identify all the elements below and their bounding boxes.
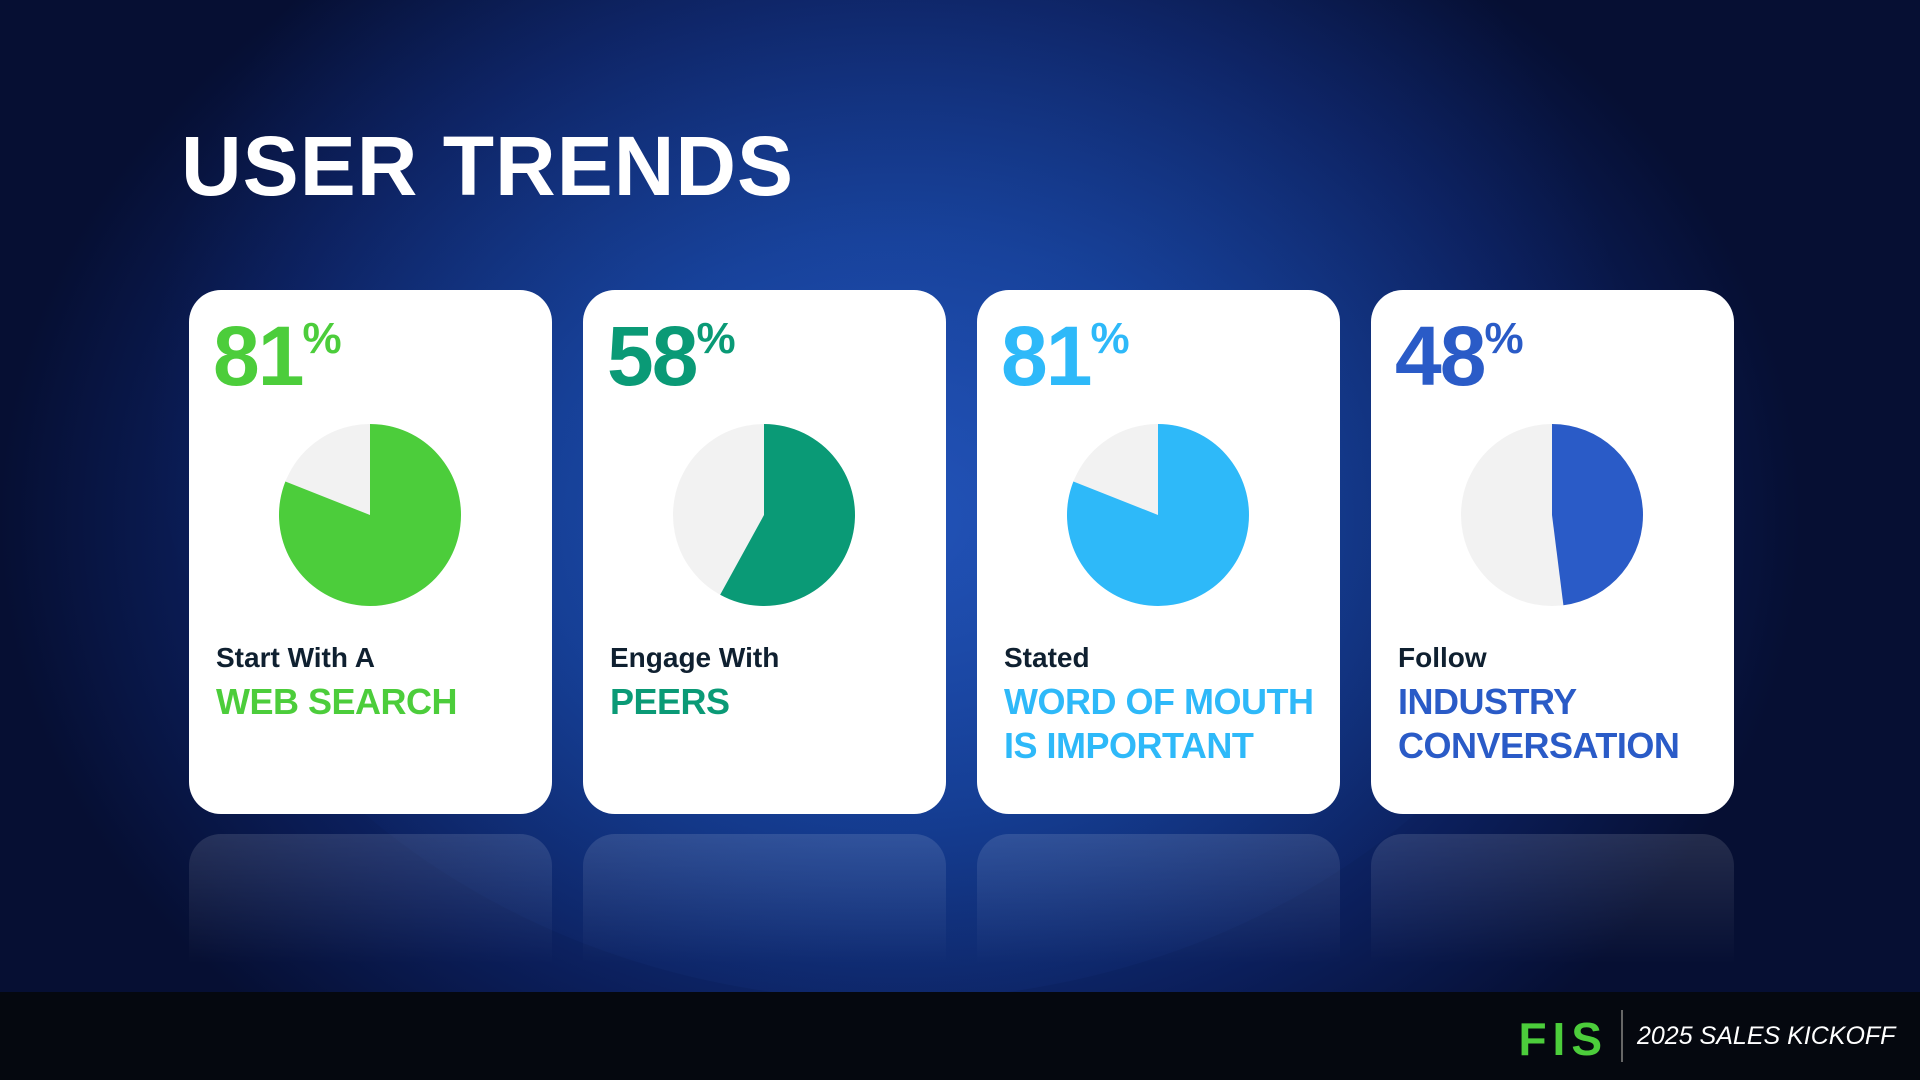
event-name: 2025 SALES KICKOFF <box>1637 1022 1896 1050</box>
slide-title: USER TRENDS <box>181 119 795 213</box>
pie-chart <box>673 424 855 606</box>
pie-slice <box>279 424 461 606</box>
reflection <box>977 834 1340 964</box>
card: 81% Stated WORD OF MOUTH IS IMPORTANT <box>977 290 1340 814</box>
subtitle: Engage With <box>610 642 780 673</box>
separator <box>1621 1010 1623 1062</box>
pie-slice <box>720 424 855 606</box>
value-label: 58% <box>607 309 736 403</box>
reflection <box>583 834 946 964</box>
logo: FIS <box>1518 1013 1608 1065</box>
subtitle: Start With A <box>216 642 375 673</box>
pie-chart <box>279 424 461 606</box>
caption: INDUSTRY CONVERSATION <box>1398 681 1680 766</box>
value-label: 81% <box>1001 309 1130 403</box>
reflection <box>1371 834 1734 964</box>
caption: PEERS <box>610 681 730 722</box>
card: 81% Start With A WEB SEARCH <box>189 290 552 814</box>
pie-slice <box>1552 424 1644 606</box>
footer: FIS 2025 SALES KICKOFF <box>0 992 1920 1080</box>
caption: WORD OF MOUTH IS IMPORTANT <box>1004 681 1314 766</box>
subtitle: Stated <box>1004 642 1090 673</box>
reflection <box>189 834 552 964</box>
pie-chart <box>1461 424 1644 606</box>
card: 58% Engage With PEERS <box>583 290 946 814</box>
card: 48% Follow INDUSTRY CONVERSATION <box>1371 290 1734 814</box>
pie-chart <box>1067 424 1249 606</box>
caption: WEB SEARCH <box>216 681 458 722</box>
subtitle: Follow <box>1398 642 1487 673</box>
value-label: 81% <box>213 309 342 403</box>
pie-slice <box>1067 424 1249 606</box>
value-label: 48% <box>1395 309 1524 403</box>
